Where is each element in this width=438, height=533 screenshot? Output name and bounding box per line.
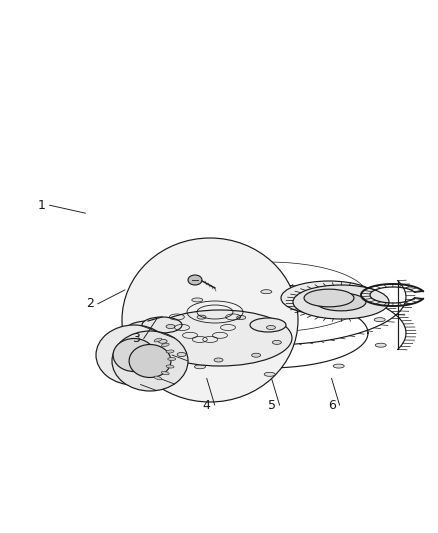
Ellipse shape <box>150 319 161 323</box>
Ellipse shape <box>122 238 298 402</box>
Ellipse shape <box>161 343 169 346</box>
Ellipse shape <box>237 316 246 319</box>
Ellipse shape <box>158 340 167 343</box>
Ellipse shape <box>188 275 202 285</box>
Text: 5: 5 <box>268 399 276 411</box>
Ellipse shape <box>126 321 170 339</box>
Ellipse shape <box>96 325 172 385</box>
Ellipse shape <box>281 281 377 315</box>
Ellipse shape <box>194 365 205 369</box>
Ellipse shape <box>316 293 366 311</box>
Text: 2: 2 <box>86 297 94 310</box>
Ellipse shape <box>264 372 275 376</box>
Ellipse shape <box>252 353 261 357</box>
Ellipse shape <box>375 343 386 347</box>
Text: 6: 6 <box>328 399 336 411</box>
Text: 3: 3 <box>132 332 140 345</box>
Ellipse shape <box>214 358 223 362</box>
Ellipse shape <box>166 325 175 328</box>
Ellipse shape <box>272 341 281 344</box>
Ellipse shape <box>304 289 354 307</box>
Ellipse shape <box>177 352 186 357</box>
Ellipse shape <box>151 344 162 349</box>
Ellipse shape <box>166 365 174 368</box>
Ellipse shape <box>154 376 162 380</box>
Ellipse shape <box>293 285 389 319</box>
Text: 4: 4 <box>203 399 211 411</box>
Ellipse shape <box>192 298 203 302</box>
Ellipse shape <box>142 317 182 333</box>
Ellipse shape <box>113 338 155 372</box>
Ellipse shape <box>129 344 171 377</box>
Ellipse shape <box>154 338 162 342</box>
Ellipse shape <box>331 297 342 301</box>
Ellipse shape <box>374 318 385 322</box>
Ellipse shape <box>197 315 206 319</box>
Ellipse shape <box>266 326 276 329</box>
Ellipse shape <box>261 290 272 294</box>
Ellipse shape <box>148 310 292 366</box>
Ellipse shape <box>250 318 286 332</box>
Ellipse shape <box>161 372 169 375</box>
Text: 1: 1 <box>38 199 46 212</box>
Ellipse shape <box>168 358 176 360</box>
Ellipse shape <box>166 350 174 353</box>
Ellipse shape <box>112 331 188 391</box>
Ellipse shape <box>333 364 344 368</box>
